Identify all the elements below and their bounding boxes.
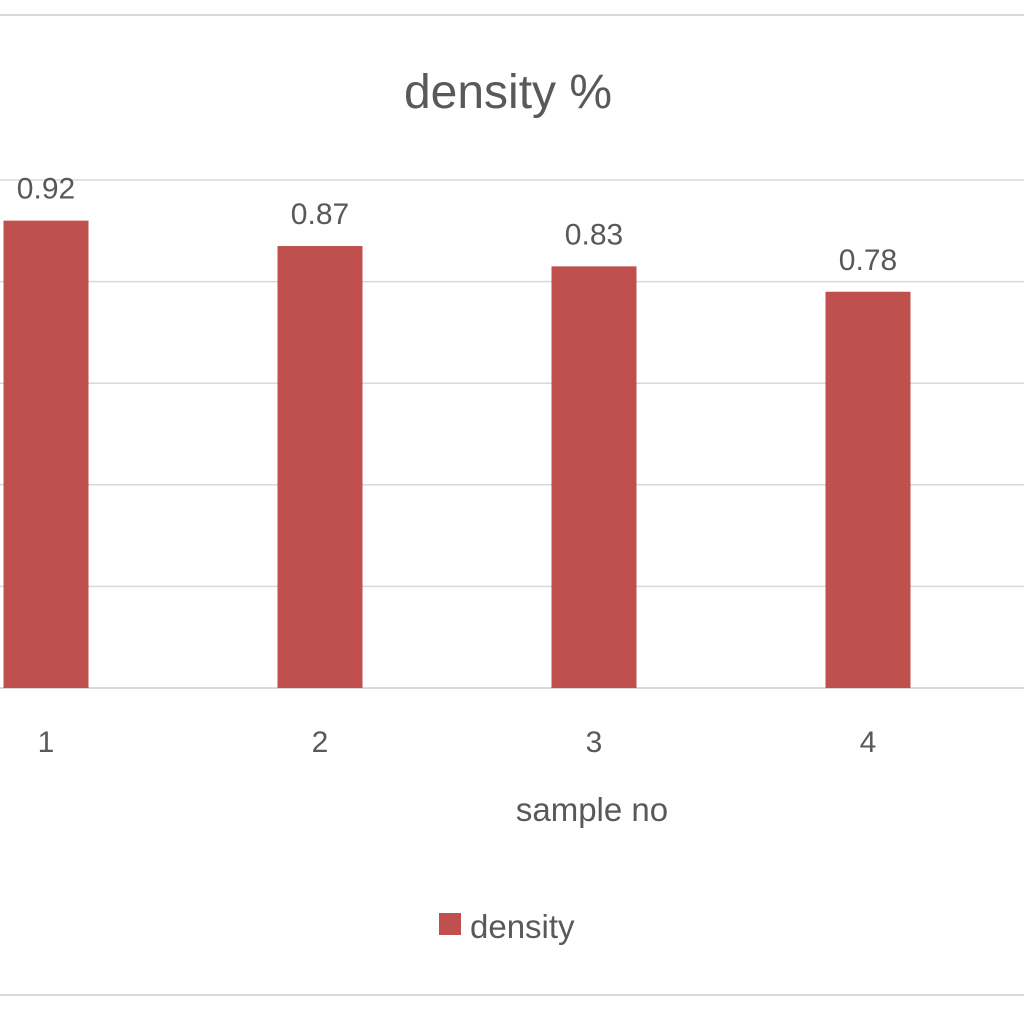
gridlines (0, 179, 1024, 689)
x-axis-title: sample no (516, 791, 668, 828)
x-tick-label: 2 (312, 726, 329, 759)
x-tick-label: 1 (38, 726, 55, 759)
data-label: 0.83 (565, 218, 623, 251)
x-tick-label: 3 (586, 726, 603, 759)
data-label: 0.92 (17, 173, 75, 206)
bars (3, 220, 911, 689)
legend-label-density: density (470, 908, 575, 945)
bar-sample-3 (551, 266, 637, 688)
bar-sample-1 (3, 220, 89, 688)
data-label: 0.87 (291, 198, 349, 231)
data-labels: 0.92 0.87 0.83 0.78 (17, 173, 897, 277)
data-label: 0.78 (839, 244, 897, 277)
legend: density (439, 908, 575, 945)
chart-title: density % (404, 66, 612, 119)
x-tick-labels: 1 2 3 4 (38, 726, 877, 759)
x-tick-label: 4 (860, 726, 877, 759)
bar-sample-4 (825, 291, 911, 688)
bar-sample-2 (277, 246, 363, 689)
legend-swatch-density (439, 913, 461, 935)
